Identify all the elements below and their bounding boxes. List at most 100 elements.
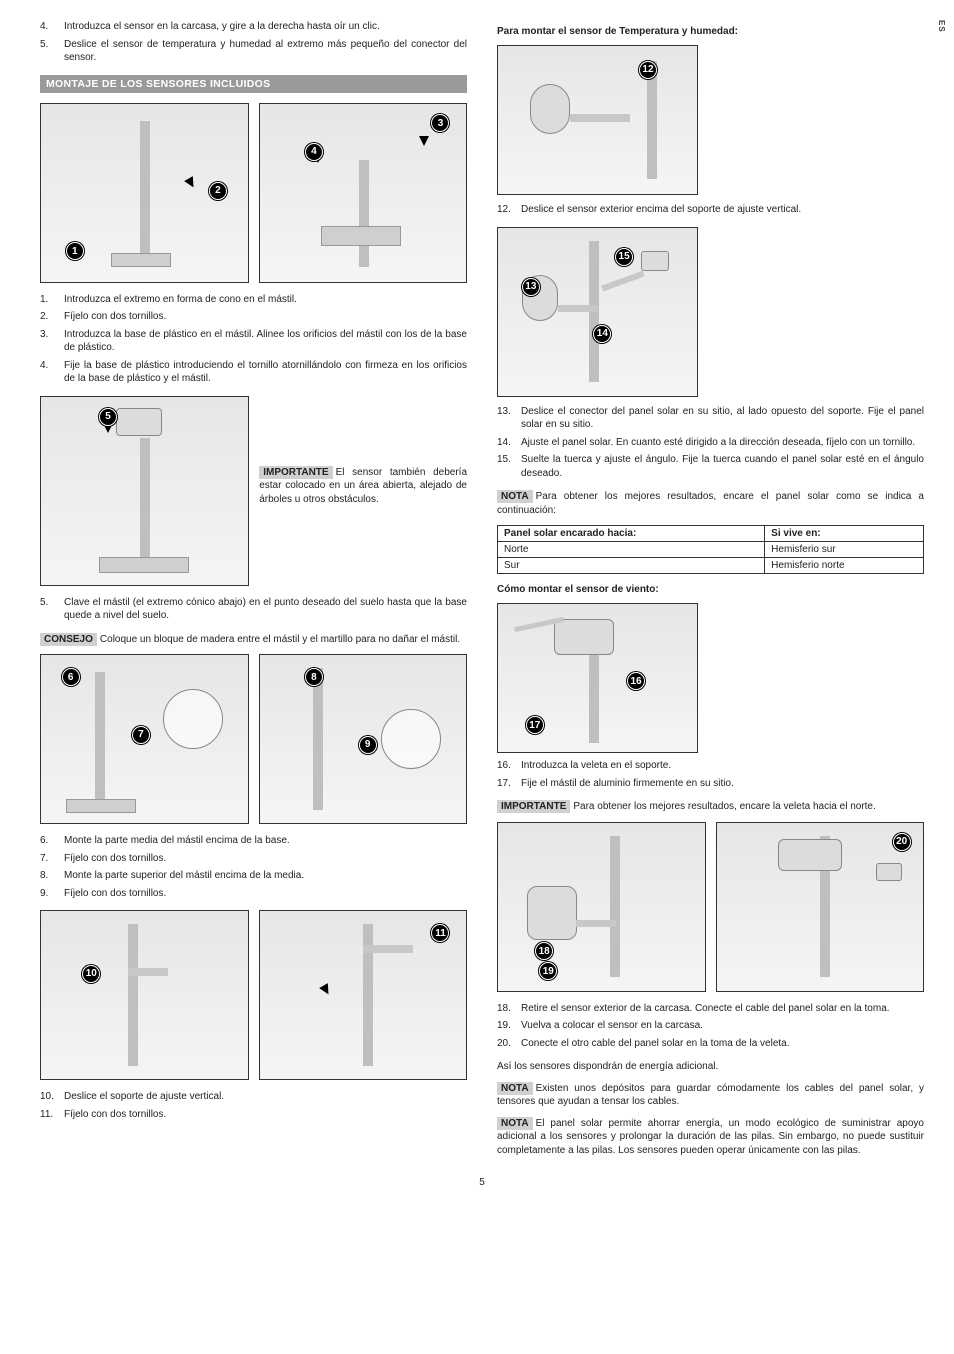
table-cell: Norte (498, 542, 765, 558)
list-text: Conecte el otro cable del panel solar en… (521, 1037, 790, 1051)
note-text: Existen unos depósitos para guardar cómo… (497, 1083, 924, 1108)
note-paragraph: NOTAExisten unos depósitos para guardar … (497, 1082, 924, 1109)
list-text: Fije la base de plástico introduciendo e… (64, 359, 467, 386)
table-cell: Sur (498, 558, 765, 574)
callout-badge: 2 (209, 182, 227, 200)
steps-list-6: 13.Deslice el conector del panel solar e… (497, 405, 924, 481)
figure-8: 12 (497, 45, 698, 195)
solar-panel-table: Panel solar encarado hacia:Si vive en: N… (497, 525, 924, 574)
list-num: 2. (40, 310, 56, 324)
list-num: 17. (497, 777, 513, 791)
left-column: 4. Introduzca el sensor en la carcasa, y … (40, 20, 467, 1165)
important-tag: IMPORTANTE (497, 800, 570, 813)
list-num: 3. (40, 328, 56, 355)
figure-10: 16 17 (497, 603, 698, 753)
page-number: 5 (40, 1177, 924, 1188)
callout-badge: 9 (359, 736, 377, 754)
note-tag: NOTA (497, 490, 533, 503)
figure-1: 1 2 (40, 103, 249, 283)
important-paragraph: IMPORTANTEPara obtener los mejores resul… (497, 800, 924, 814)
note-tag: NOTA (497, 1082, 533, 1095)
closing-text: Así los sensores dispondrán de energía a… (497, 1060, 924, 1074)
list-text: Deslice el sensor de temperatura y humed… (64, 38, 467, 65)
figure-row-4: 10 11 (40, 910, 467, 1080)
subheading: Para montar el sensor de Temperatura y h… (497, 26, 924, 37)
figure-5: 8 9 (259, 654, 468, 824)
figure-3: 5 (40, 396, 249, 586)
steps-list-3: 6. Monte la parte media del mástil encima… (40, 834, 467, 900)
list-text: Fíjelo con dos tornillos. (64, 1108, 166, 1122)
figure-row-1: 1 2 3 4 (40, 103, 467, 283)
steps-list-7: 16.Introduzca la veleta en el soporte. 1… (497, 759, 924, 790)
steps-list-2: 5.Clave el mástil (el extremo cónico aba… (40, 596, 467, 623)
figure-11: 18 19 (497, 822, 706, 992)
figure-3-note: IMPORTANTEEl sensor también debería esta… (259, 396, 467, 586)
figure-7: 11 (259, 910, 468, 1080)
table-cell: Hemisferio sur (765, 542, 924, 558)
callout-badge: 10 (82, 965, 100, 983)
table-cell: Hemisferio norte (765, 558, 924, 574)
note-text: Para obtener los mejores resultados, enc… (573, 801, 875, 812)
list-num: 9. (40, 887, 56, 901)
callout-badge: 13 (522, 278, 540, 296)
list-text: Introduzca la veleta en el soporte. (521, 759, 671, 773)
callout-badge: 4 (305, 143, 323, 161)
list-num: 8. (40, 869, 56, 883)
steps-list-5: 12. Deslice el sensor exterior encima del… (497, 203, 924, 217)
callout-badge: 20 (893, 833, 911, 851)
callout-badge: 18 (535, 942, 553, 960)
list-num: 13. (497, 405, 513, 432)
list-num: 11. (40, 1108, 56, 1122)
list-num: 5. (40, 596, 56, 623)
list-num: 10. (40, 1090, 56, 1104)
list-num: 14. (497, 436, 513, 450)
callout-badge: 11 (431, 924, 449, 942)
list-num: 12. (497, 203, 513, 217)
two-column-layout: 4. Introduzca el sensor en la carcasa, y … (40, 20, 924, 1165)
figure-9: 13 14 15 (497, 227, 698, 397)
list-text: Fíjelo con dos tornillos. (64, 310, 166, 324)
callout-badge: 19 (539, 962, 557, 980)
list-text: Monte la parte superior del mástil encim… (64, 869, 304, 883)
list-num: 6. (40, 834, 56, 848)
list-text: Introduzca el sensor en la carcasa, y gi… (64, 20, 380, 34)
note-text: El panel solar permite ahorrar energía, … (497, 1118, 924, 1156)
language-tab: ES (937, 20, 946, 33)
list-text: Introduzca el extremo en forma de cono e… (64, 293, 297, 307)
callout-badge: 6 (62, 668, 80, 686)
figure-row-3: 6 7 8 9 (40, 654, 467, 824)
note-paragraph: NOTAEl panel solar permite ahorrar energ… (497, 1117, 924, 1158)
list-text: Deslice el sensor exterior encima del so… (521, 203, 801, 217)
steps-list-4: 10.Deslice el soporte de ajuste vertical… (40, 1090, 467, 1121)
list-num: 4. (40, 20, 56, 34)
list-num: 19. (497, 1019, 513, 1033)
steps-list-8: 18.Retire el sensor exterior de la carca… (497, 1002, 924, 1051)
figure-6: 10 (40, 910, 249, 1080)
callout-badge: 3 (431, 114, 449, 132)
figure-12: 20 (716, 822, 925, 992)
callout-badge: 15 (615, 248, 633, 266)
steps-list-1: 1. Introduzca el extremo en forma de cono… (40, 293, 467, 386)
list-num: 1. (40, 293, 56, 307)
note-tag: NOTA (497, 1117, 533, 1130)
intro-list: 4. Introduzca el sensor en la carcasa, y … (40, 20, 467, 65)
callout-badge: 12 (639, 61, 657, 79)
table-header: Panel solar encarado hacia: (498, 526, 765, 542)
important-tag: IMPORTANTE (259, 466, 332, 479)
right-column: Para montar el sensor de Temperatura y h… (497, 20, 924, 1165)
subheading: Cómo montar el sensor de viento: (497, 584, 924, 595)
tip-paragraph: CONSEJOColoque un bloque de madera entre… (40, 633, 467, 647)
list-num: 15. (497, 453, 513, 480)
callout-badge: 1 (66, 242, 84, 260)
list-text: Monte la parte media del mástil encima d… (64, 834, 290, 848)
list-num: 5. (40, 38, 56, 65)
section-heading: MONTAJE DE LOS SENSORES INCLUIDOS (40, 75, 467, 93)
callout-badge: 7 (132, 726, 150, 744)
list-text: Fíjelo con dos tornillos. (64, 852, 166, 866)
table-header: Si vive en: (765, 526, 924, 542)
tip-tag: CONSEJO (40, 633, 97, 646)
list-text: Introduzca la base de plástico en el más… (64, 328, 467, 355)
figure-row-5: 18 19 20 (497, 822, 924, 992)
note-paragraph: NOTAPara obtener los mejores resultados,… (497, 490, 924, 517)
callout-badge: 16 (627, 672, 645, 690)
